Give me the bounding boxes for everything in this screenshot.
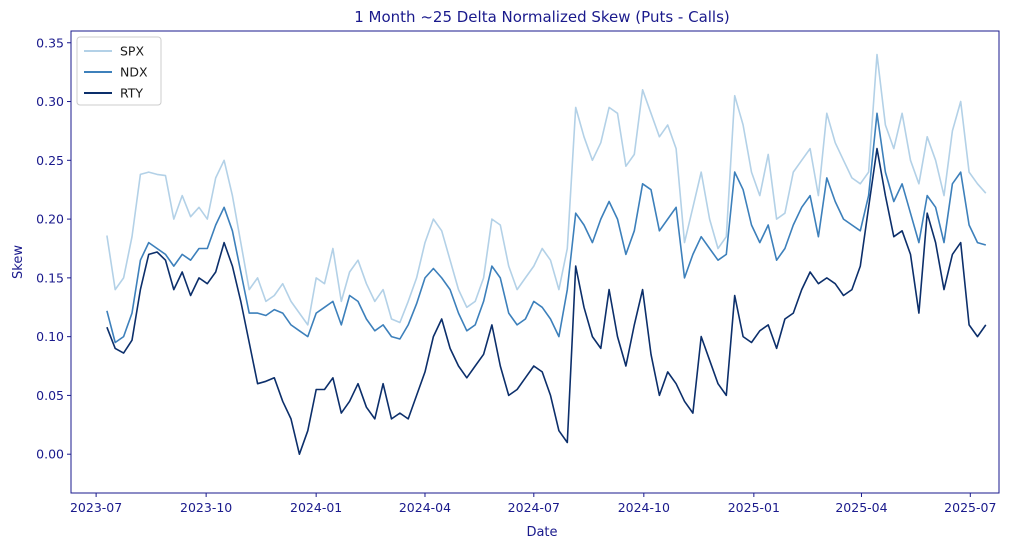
chart-title: 1 Month ~25 Delta Normalized Skew (Puts … — [354, 8, 730, 26]
x-axis-label: Date — [526, 525, 557, 540]
x-tick-label: 2024-10 — [618, 500, 670, 515]
legend-label-spx: SPX — [120, 44, 144, 59]
x-tick-label: 2025-07 — [944, 500, 996, 515]
series-lines — [106, 53, 987, 456]
x-tick-label: 2025-01 — [728, 500, 780, 515]
x-tick-label: 2023-10 — [180, 500, 232, 515]
x-axis: 2023-07 2023-10 2024-01 2024-04 2024-07 2024-… — [70, 493, 996, 515]
legend-label-rty: RTY — [120, 86, 143, 101]
legend-box — [76, 36, 162, 106]
y-tick-label: 0.10 — [36, 329, 64, 344]
y-tick-label: 0.15 — [36, 270, 64, 285]
x-tick-label: 2024-01 — [290, 500, 342, 515]
plot-frame — [70, 30, 1000, 494]
y-tick-label: 0.00 — [36, 447, 64, 462]
y-axis: 0.00 0.05 0.10 0.15 0.20 0.25 0.30 0.35 — [36, 35, 71, 462]
y-axis-label: Skew — [11, 245, 26, 279]
series-line-rty — [106, 147, 987, 456]
x-tick-label: 2023-07 — [70, 500, 122, 515]
y-tick-label: 0.35 — [36, 35, 64, 50]
y-tick-label: 0.05 — [36, 388, 64, 403]
legend: SPX NDX RTY — [76, 36, 162, 106]
y-tick-label: 0.30 — [36, 94, 64, 109]
x-tick-label: 2025-04 — [835, 500, 887, 515]
x-tick-label: 2024-04 — [399, 500, 451, 515]
series-line-spx — [106, 53, 987, 326]
x-tick-label: 2024-07 — [508, 500, 560, 515]
legend-label-ndx: NDX — [120, 65, 148, 80]
y-tick-label: 0.25 — [36, 153, 64, 168]
series-line-ndx — [106, 112, 987, 344]
y-tick-label: 0.20 — [36, 212, 64, 227]
